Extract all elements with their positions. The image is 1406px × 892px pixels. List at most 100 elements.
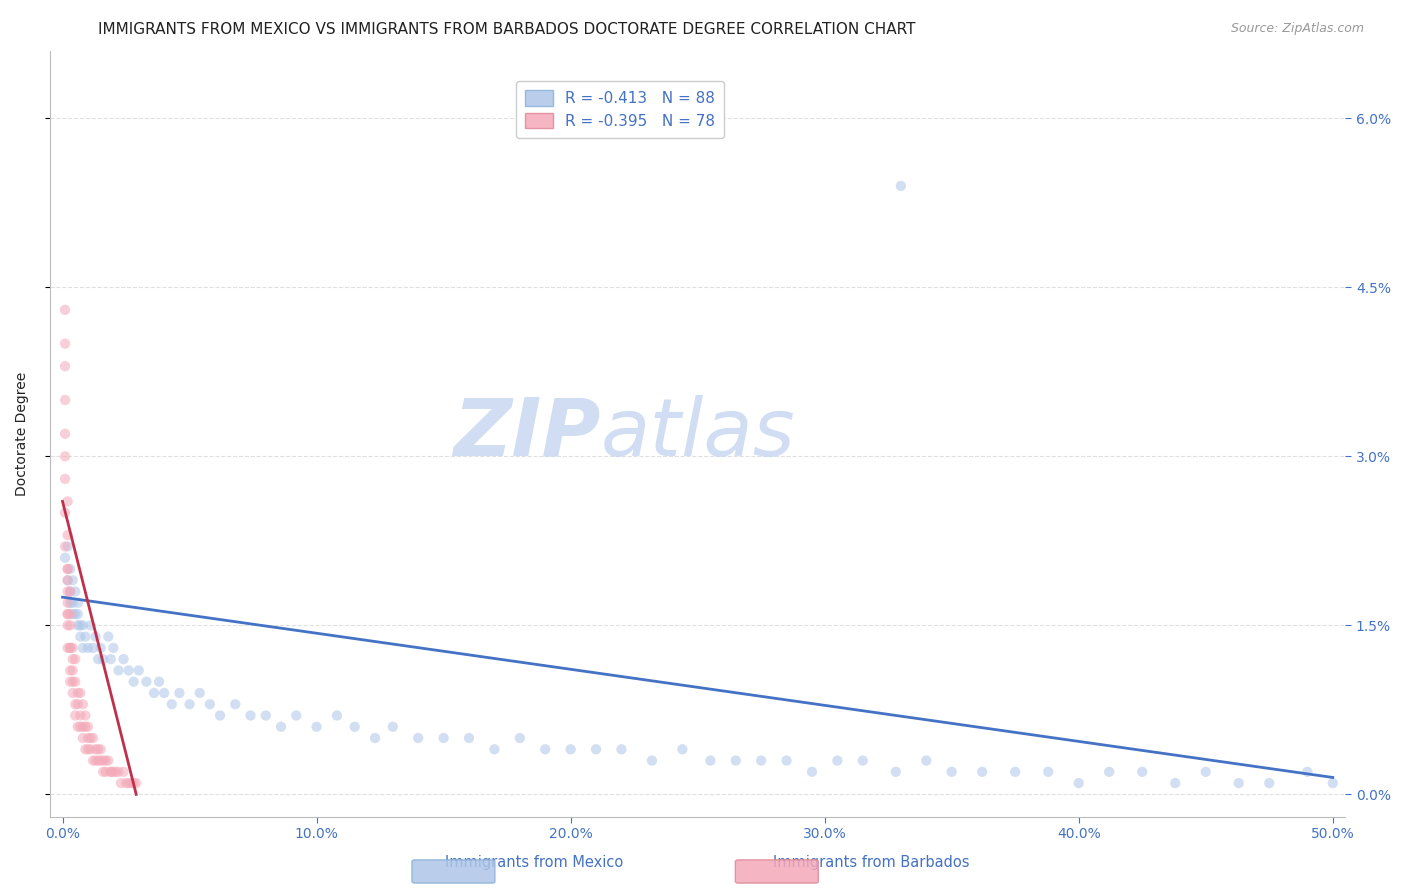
Point <box>59 562 82 576</box>
Point <box>53 336 76 351</box>
Point <box>128 664 150 678</box>
Point <box>100 764 122 779</box>
Point <box>915 754 938 768</box>
Point <box>1227 776 1250 790</box>
Point <box>198 697 221 711</box>
Point <box>749 754 772 768</box>
Point <box>53 426 76 441</box>
Point <box>122 674 145 689</box>
Point <box>94 754 117 768</box>
Point <box>77 640 100 655</box>
Point <box>1038 764 1060 779</box>
Point <box>135 674 157 689</box>
Point <box>66 686 89 700</box>
Point <box>59 584 82 599</box>
Point <box>1258 776 1281 790</box>
Point <box>1067 776 1090 790</box>
Point <box>148 674 170 689</box>
Point <box>53 550 76 565</box>
Point <box>56 607 79 621</box>
Point <box>59 664 82 678</box>
Point <box>56 540 79 554</box>
Point <box>62 686 84 700</box>
Point <box>610 742 633 756</box>
Point <box>75 742 97 756</box>
Point <box>72 640 94 655</box>
Point <box>97 630 120 644</box>
Point <box>107 764 129 779</box>
Point <box>59 618 82 632</box>
Point <box>941 764 963 779</box>
Point <box>458 731 481 745</box>
Point <box>153 686 176 700</box>
Point <box>84 742 107 756</box>
Point <box>326 708 349 723</box>
Point <box>69 618 91 632</box>
Point <box>381 720 404 734</box>
Point <box>90 754 112 768</box>
Point <box>534 742 557 756</box>
Point <box>107 664 129 678</box>
Point <box>79 618 101 632</box>
Point <box>91 764 114 779</box>
Point <box>65 584 87 599</box>
Point <box>1130 764 1153 779</box>
Text: Immigrants from Barbados: Immigrants from Barbados <box>773 855 970 870</box>
Point <box>103 764 125 779</box>
Point <box>433 731 456 745</box>
Point <box>103 640 125 655</box>
Point <box>59 640 82 655</box>
Point <box>87 652 110 666</box>
Point <box>82 754 104 768</box>
Point <box>890 178 912 193</box>
Point <box>84 754 107 768</box>
Point <box>53 359 76 374</box>
Point <box>62 596 84 610</box>
Text: ZIP: ZIP <box>453 395 600 473</box>
Point <box>87 742 110 756</box>
Point <box>97 754 120 768</box>
Point <box>641 754 664 768</box>
Point <box>56 596 79 610</box>
Point <box>66 596 89 610</box>
Point <box>82 731 104 745</box>
Point <box>59 607 82 621</box>
Point <box>77 720 100 734</box>
Point <box>65 674 87 689</box>
Point <box>671 742 693 756</box>
Point <box>343 720 366 734</box>
Point <box>56 574 79 588</box>
Point <box>406 731 429 745</box>
Point <box>65 697 87 711</box>
Point <box>79 742 101 756</box>
Point <box>484 742 506 756</box>
Y-axis label: Doctorate Degree: Doctorate Degree <box>15 372 30 496</box>
Point <box>1195 764 1218 779</box>
Point <box>69 708 91 723</box>
Point <box>53 450 76 464</box>
Point <box>90 640 112 655</box>
Point <box>143 686 166 700</box>
Point <box>56 528 79 542</box>
Point <box>66 697 89 711</box>
Point <box>125 776 148 790</box>
Point <box>75 708 97 723</box>
Point <box>91 652 114 666</box>
Point <box>305 720 328 734</box>
Point <box>56 618 79 632</box>
Point <box>1004 764 1026 779</box>
Point <box>66 720 89 734</box>
Point <box>62 574 84 588</box>
Text: atlas: atlas <box>600 395 796 473</box>
Point <box>724 754 747 768</box>
Point <box>62 664 84 678</box>
Point <box>1164 776 1187 790</box>
Point <box>65 708 87 723</box>
Point <box>72 697 94 711</box>
Point <box>285 708 308 723</box>
Point <box>56 562 79 576</box>
Point <box>72 731 94 745</box>
Point <box>77 731 100 745</box>
Point <box>72 720 94 734</box>
Point <box>110 776 132 790</box>
